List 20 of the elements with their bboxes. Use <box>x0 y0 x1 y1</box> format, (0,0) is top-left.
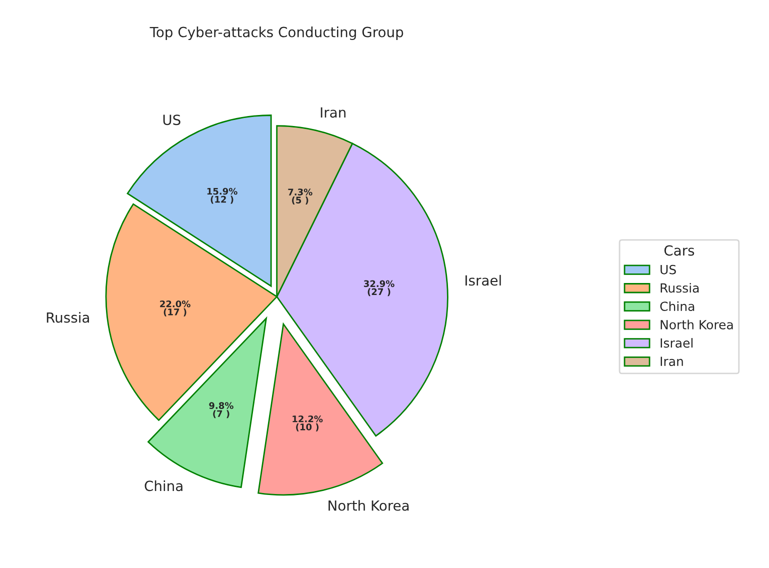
slice-label: Russia <box>46 312 89 323</box>
data-label: 7.3% (5 ) <box>288 188 312 205</box>
legend-label: Israel <box>660 338 693 348</box>
data-label: 32.9% (27 ) <box>364 280 394 296</box>
legend-label: Russia <box>660 282 699 293</box>
slice-label: China <box>144 480 182 492</box>
data-label: 9.8% (7 ) <box>209 402 234 418</box>
data-label: 15.9% (12 ) <box>207 188 238 204</box>
slice-label: North Korea <box>328 500 409 511</box>
legend-label: US <box>660 264 676 274</box>
chart-title: Top Cyber-attacks Conducting Group <box>150 26 404 40</box>
slice-label: US <box>163 114 180 126</box>
legend-label: Iran <box>660 356 683 366</box>
legend-label: China <box>660 301 694 312</box>
data-label: 22.0% (17 ) <box>160 300 190 316</box>
slice-label: Iran <box>320 107 346 118</box>
data-label: 12.2% (10 ) <box>292 415 323 432</box>
slice-label: Israel <box>466 274 501 286</box>
legend-title: Cars <box>664 245 694 256</box>
legend-label: North Korea <box>660 320 733 330</box>
